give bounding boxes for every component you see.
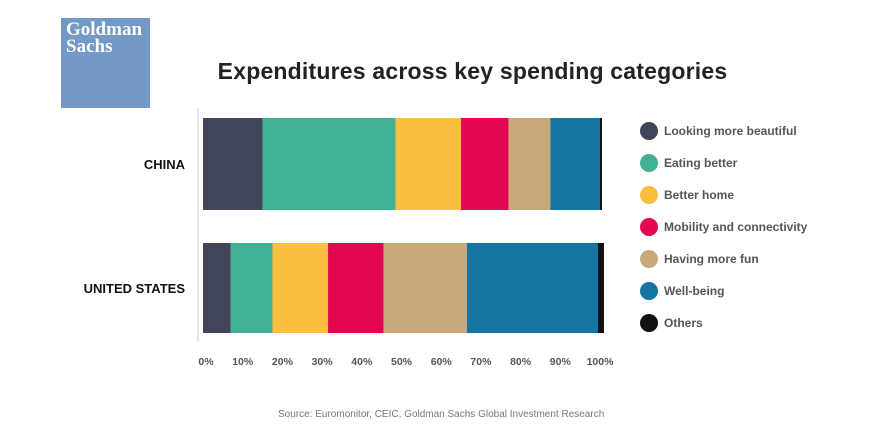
logo-line-1: Goldman [66,19,143,40]
legend-label-1: Eating better [664,156,738,170]
bar-segment-1-5 [467,243,599,333]
x-tick-label-3: 30% [312,356,334,368]
legend-swatch-0 [640,122,658,140]
bar-segment-0-6 [600,118,602,210]
legend-label-6: Others [664,316,703,330]
x-tick-label-5: 50% [391,356,413,368]
bar-segment-1-4 [383,243,468,333]
legend-label-0: Looking more beautiful [664,124,797,138]
goldman-sachs-logo: Goldman Sachs [61,18,150,108]
x-tick-label-0: 0% [198,356,214,368]
chart-title: Expenditures across key spending categor… [217,58,728,84]
bar-segment-1-6 [598,243,604,333]
bar-segment-0-1 [262,118,396,210]
legend-swatch-2 [640,186,658,204]
x-tick-label-10: 100% [587,356,615,368]
legend-swatch-5 [640,282,658,300]
bar-segment-1-2 [272,243,329,333]
legend-label-3: Mobility and connectivity [664,220,808,234]
x-tick-label-7: 70% [470,356,492,368]
legend-swatch-4 [640,250,658,268]
bar-segment-1-1 [230,243,273,333]
category-label-1: UNITED STATES [84,281,186,296]
bar-segment-1-3 [328,243,384,333]
source-note: Source: Euromonitor, CEIC, Goldman Sachs… [278,409,605,420]
bar-segment-1-0 [203,243,231,333]
x-tick-label-8: 80% [510,356,532,368]
x-tick-label-2: 20% [272,356,294,368]
legend-label-4: Having more fun [664,252,759,266]
category-label-0: CHINA [144,157,186,172]
x-tick-label-6: 60% [431,356,453,368]
legend-label-2: Better home [664,188,735,202]
x-tick-label-9: 90% [550,356,572,368]
bar-segment-0-5 [550,118,600,210]
bar-segment-0-0 [203,118,263,210]
legend-swatch-1 [640,154,658,172]
x-tick-label-4: 40% [351,356,373,368]
legend-swatch-6 [640,314,658,332]
logo-line-2: Sachs [66,36,113,57]
x-tick-label-1: 10% [232,356,254,368]
legend-swatch-3 [640,218,658,236]
bar-segment-0-2 [395,118,462,210]
bar-segment-0-3 [461,118,509,210]
bar-segment-0-4 [508,118,551,210]
legend-label-5: Well-being [664,284,725,298]
